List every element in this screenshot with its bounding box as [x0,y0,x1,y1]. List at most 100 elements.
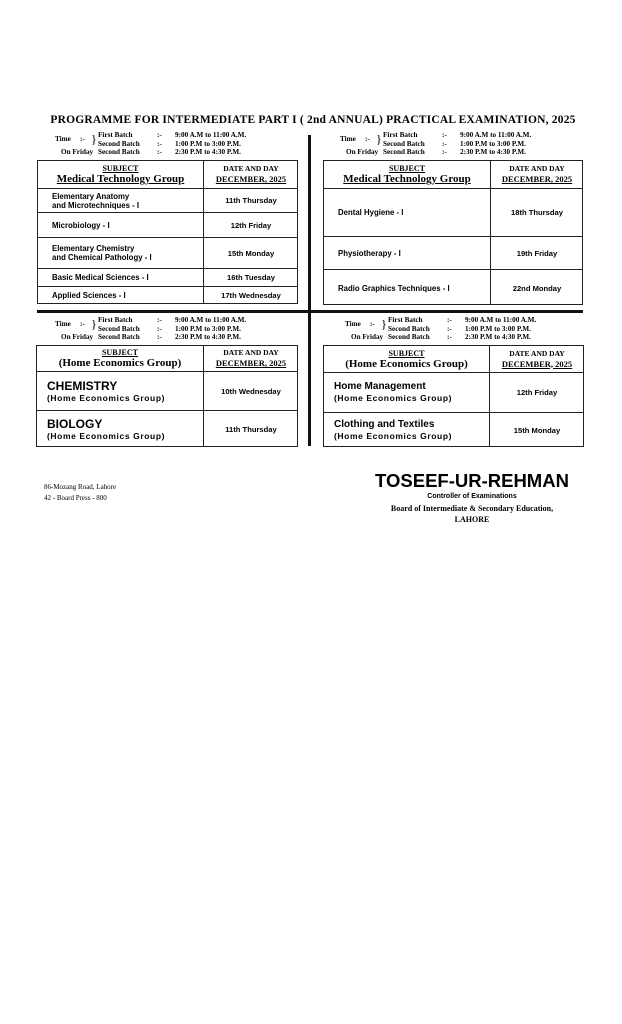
subject-header: SUBJECT [102,164,139,173]
time-schedule: Time :- } First Batch Second Batch On Fr… [345,316,565,343]
sep: :- [442,148,447,157]
time-label: Time [345,320,361,328]
exam-date: 11th Thursday [225,196,277,205]
friday-label: On Friday [346,148,379,157]
table-row: Physiotherapy - I 19th Friday [324,236,582,269]
vertical-divider-bottom [308,311,311,446]
exam-date: 17th Wednesday [221,291,281,300]
subject-line: Home Management [334,381,426,392]
second-batch-label: Second Batch [98,324,140,333]
first-batch-label: First Batch [383,131,418,139]
subject-line: Physiotherapy - I [338,248,401,258]
brace-icon: } [381,317,387,331]
exam-date: 12th Friday [516,388,558,397]
time-schedule: Time :- } First Batch Second Batch On Fr… [340,131,560,158]
subject-line: (Home Economics Group) [47,392,166,403]
board-name: Board of Intermediate & Secondary Educat… [390,504,554,513]
subject-line: (Home Economics Group) [47,431,166,441]
table-row: Radio Graphics Techniques - I 22nd Monda… [324,269,582,306]
subject-line: and Microtechniques - I [52,200,140,210]
first-batch-time: 9:00 A.M to 11:00 A.M. [465,316,537,324]
sep: :- [157,148,162,157]
date-header: DATE AND DAY [509,164,565,173]
subject-cell: CHEMISTRY (Home Economics Group) [37,372,203,410]
second-batch-time: 1:00 P.M to 3:00 P.M. [175,139,241,148]
first-batch-label: First Batch [98,316,133,324]
press-info: 42 - Board Press - 800 [44,494,107,502]
date-cell: 18th Thursday [490,189,584,236]
brace-icon: } [91,132,97,146]
second-batch-label: Second Batch [388,324,430,333]
exam-schedule-table: SUBJECT (Home Economics Group) DATE AND … [323,345,584,447]
time-sep: :- [365,135,370,143]
table-header: SUBJECT (Home Economics Group) DATE AND … [37,346,297,371]
sep: :- [157,333,162,342]
sep: :- [157,324,162,333]
subject-line: Radio Graphics Techniques - I [338,283,450,293]
subject-cell: Physiotherapy - I [324,237,490,269]
table-row: BIOLOGY (Home Economics Group) 11th Thurs… [37,410,297,448]
second-batch-time: 1:00 P.M to 3:00 P.M. [465,324,531,333]
table-row: Basic Medical Sciences - I 16th Tuesday [38,268,297,286]
date-cell: 12th Friday [203,213,299,237]
date-header: DATE AND DAY [223,164,279,173]
subject-line: Applied Sciences - I [52,291,126,300]
date-cell: 19th Friday [490,237,584,269]
subject-cell: Elementary Chemistry and Chemical Patholo… [38,238,203,268]
table-row: Elementary Anatomy and Microtechniques - … [38,188,297,212]
date-cell: 17th Wednesday [203,287,299,304]
table-row: Dental Hygiene - I 18th Thursday [324,188,582,236]
subject-cell: BIOLOGY (Home Economics Group) [37,411,203,448]
subject-cell: Elementary Anatomy and Microtechniques - … [38,189,203,212]
first-batch-label: First Batch [98,131,133,139]
subject-line: Clothing and Textiles [334,419,435,430]
time-sep: :- [80,135,85,143]
exam-schedule-table: SUBJECT Medical Technology Group DATE AN… [37,160,298,304]
subject-cell: Microbiology - I [38,213,203,237]
press-address: 86-Mozang Road, Lahore [44,483,117,491]
table-header: SUBJECT Medical Technology Group DATE AN… [324,161,582,188]
date-cell: 22nd Monday [490,270,584,306]
table-row: Home Management (Home Economics Group) 12… [324,372,583,412]
date-cell: 10th Wednesday [203,372,299,410]
first-batch-time: 9:00 A.M to 11:00 A.M. [175,131,247,139]
column-divider [203,346,204,446]
group-header: Medical Technology Group [343,173,471,185]
signatory-designation: Controller of Examinations [427,493,517,500]
friday-batch-time: 2:30 P.M to 4:30 P.M. [460,148,526,157]
friday-batch-label: Second Batch [388,333,430,342]
second-batch-time: 1:00 P.M to 3:00 P.M. [460,139,526,148]
month-header: DECEMBER, 2025 [501,174,573,184]
second-batch-label: Second Batch [383,139,425,148]
table-row: Microbiology - I 12th Friday [38,212,297,237]
subject-line: CHEMISTRY [47,378,118,393]
friday-label: On Friday [351,333,384,342]
date-cell: 11th Thursday [203,411,299,448]
brace-icon: } [91,317,97,331]
exam-date: 11th Thursday [225,425,277,434]
time-schedule: Time :- } First Batch Second Batch On Fr… [55,131,275,158]
date-cell: 15th Monday [203,238,299,268]
exam-date: 15th Monday [227,248,275,258]
subject-line: (Home Economics Group) [334,393,453,403]
table-header: SUBJECT (Home Economics Group) DATE AND … [324,346,583,372]
sep: :- [442,139,447,148]
friday-batch-time: 2:30 P.M to 4:30 P.M. [175,333,241,342]
exam-date: 10th Wednesday [221,386,281,396]
month-header: DECEMBER, 2025 [501,358,573,369]
subject-line: Microbiology - I [52,220,110,230]
sep: :- [447,316,452,324]
subject-cell: Home Management (Home Economics Group) [324,373,489,412]
signatory-name: TOSEEF-UR-REHMAN [375,470,569,491]
table-row: Elementary Chemistry and Chemical Patholo… [38,237,297,268]
friday-batch-label: Second Batch [98,148,140,157]
time-schedule: Time :- } First Batch Second Batch On Fr… [55,316,275,343]
friday-batch-time: 2:30 P.M to 4:30 P.M. [175,148,241,157]
friday-batch-time: 2:30 P.M to 4:30 P.M. [465,333,531,342]
friday-label: On Friday [61,333,94,342]
subject-cell: Basic Medical Sciences - I [38,269,203,286]
month-header: DECEMBER, 2025 [215,358,287,368]
time-label: Time [340,135,356,143]
date-header: DATE AND DAY [509,348,565,358]
friday-label: On Friday [61,148,94,157]
